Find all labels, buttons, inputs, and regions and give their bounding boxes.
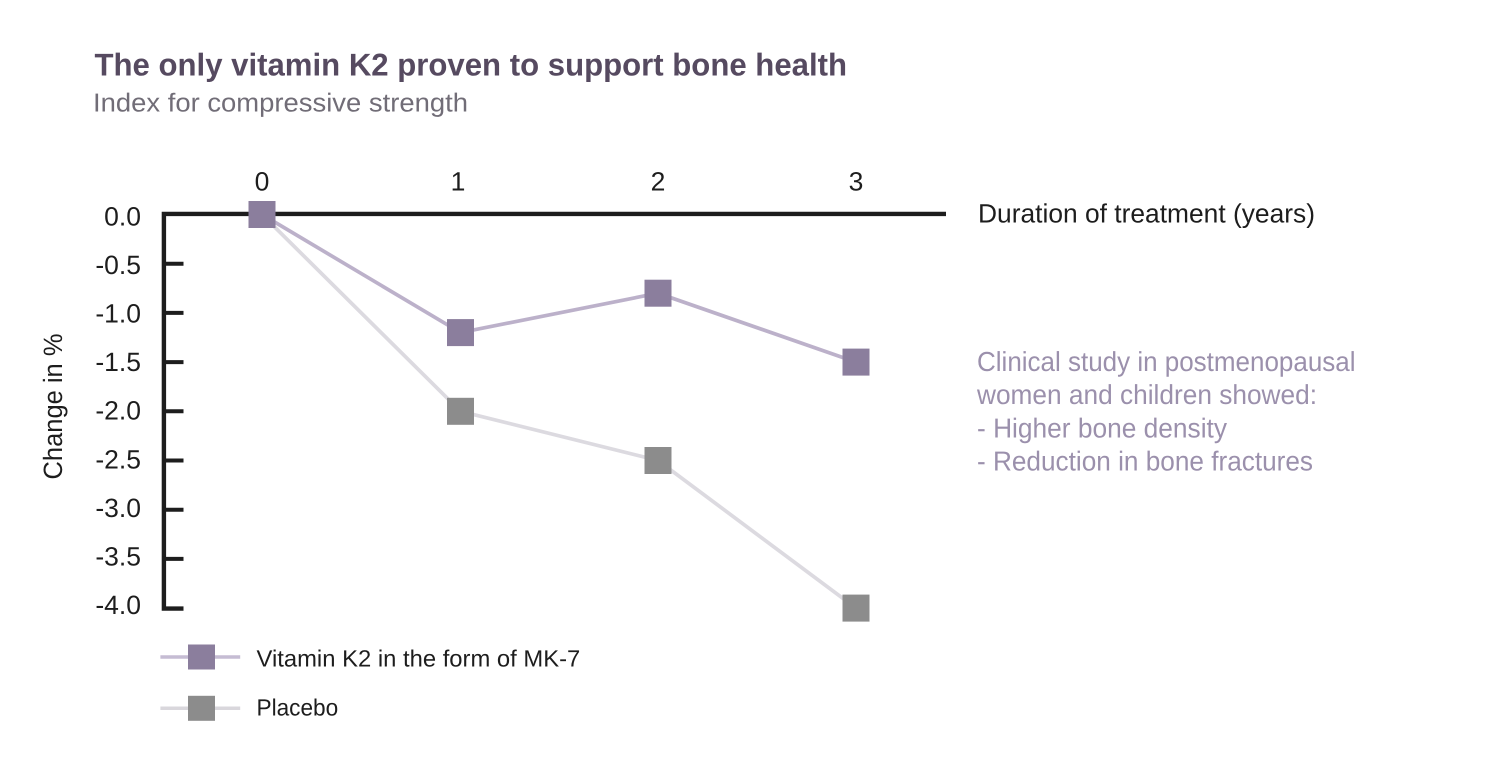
svg-text:Duration of treatment (years): Duration of treatment (years) <box>978 199 1315 229</box>
svg-text:women and children showed:: women and children showed: <box>976 379 1317 410</box>
svg-text:-0.5: -0.5 <box>95 250 141 280</box>
svg-text:-1.0: -1.0 <box>95 299 141 329</box>
svg-text:Clinical study in postmenopaus: Clinical study in postmenopausal <box>977 346 1356 377</box>
svg-text:-3.5: -3.5 <box>95 541 141 571</box>
svg-text:-1.5: -1.5 <box>95 347 141 377</box>
svg-text:0.0: 0.0 <box>104 202 141 232</box>
svg-text:-2.0: -2.0 <box>95 396 141 426</box>
svg-text:-4.0: -4.0 <box>95 590 141 620</box>
svg-text:-2.5: -2.5 <box>95 444 141 474</box>
svg-text:Index for compressive strength: Index for compressive strength <box>93 87 468 117</box>
svg-text:-3.0: -3.0 <box>95 493 141 523</box>
svg-text:1: 1 <box>451 166 466 196</box>
svg-text:- Reduction in bone fractures: - Reduction in bone fractures <box>977 445 1313 476</box>
svg-text:Placebo: Placebo <box>257 695 339 721</box>
svg-text:The only vitamin K2 proven to: The only vitamin K2 proven to support bo… <box>95 46 848 82</box>
svg-text:Change in %: Change in % <box>38 334 68 480</box>
svg-text:0: 0 <box>255 166 270 196</box>
svg-text:3: 3 <box>849 166 864 196</box>
svg-text:2: 2 <box>651 166 666 196</box>
svg-text:- Higher bone density: - Higher bone density <box>977 412 1227 443</box>
svg-text:Vitamin K2 in the form of MK-7: Vitamin K2 in the form of MK-7 <box>257 645 581 671</box>
